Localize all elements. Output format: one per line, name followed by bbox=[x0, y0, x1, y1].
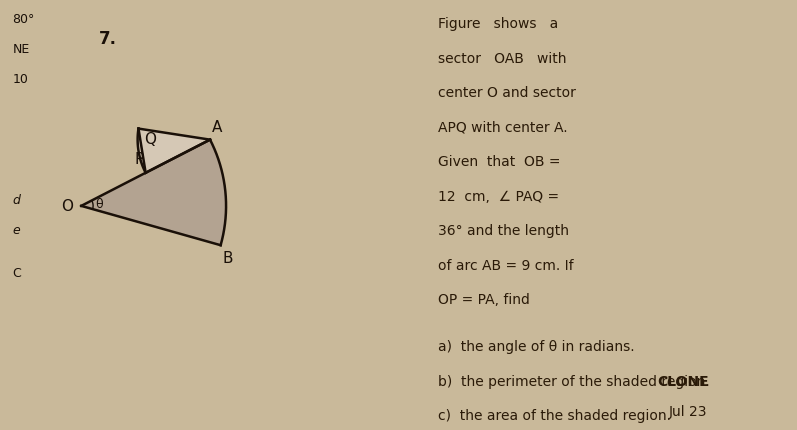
Text: 10: 10 bbox=[12, 73, 28, 86]
Text: APQ with center A.: APQ with center A. bbox=[438, 120, 567, 134]
Text: Figure   shows   a: Figure shows a bbox=[438, 17, 558, 31]
Text: 12  cm,  ∠ PAQ =: 12 cm, ∠ PAQ = bbox=[438, 189, 559, 203]
Text: center O and sector: center O and sector bbox=[438, 86, 575, 100]
Text: sector   OAB   with: sector OAB with bbox=[438, 52, 566, 65]
Text: OP = PA, find: OP = PA, find bbox=[438, 292, 529, 306]
Text: 7.: 7. bbox=[99, 30, 116, 48]
Text: d: d bbox=[12, 194, 20, 206]
Text: Jul 23: Jul 23 bbox=[669, 404, 707, 418]
Text: B: B bbox=[222, 251, 233, 266]
Text: O: O bbox=[61, 199, 73, 214]
Polygon shape bbox=[138, 129, 210, 173]
Text: of arc AB = 9 cm. If: of arc AB = 9 cm. If bbox=[438, 258, 573, 272]
Text: 80°: 80° bbox=[12, 13, 35, 26]
Text: CLONE: CLONE bbox=[658, 374, 709, 388]
Text: e: e bbox=[12, 224, 20, 236]
Text: b)  the perimeter of the shaded region.: b) the perimeter of the shaded region. bbox=[438, 374, 709, 388]
Text: c)  the area of the shaded region.: c) the area of the shaded region. bbox=[438, 408, 671, 422]
Polygon shape bbox=[81, 140, 226, 246]
Text: NE: NE bbox=[12, 43, 29, 56]
Text: P: P bbox=[135, 152, 143, 167]
Text: 36° and the length: 36° and the length bbox=[438, 224, 569, 237]
Text: A: A bbox=[212, 120, 222, 135]
Text: θ: θ bbox=[96, 197, 103, 210]
Text: C: C bbox=[12, 267, 21, 280]
Text: a)  the angle of θ in radians.: a) the angle of θ in radians. bbox=[438, 340, 634, 353]
Text: Given  that  OB =: Given that OB = bbox=[438, 155, 560, 169]
Text: Q: Q bbox=[143, 131, 155, 146]
